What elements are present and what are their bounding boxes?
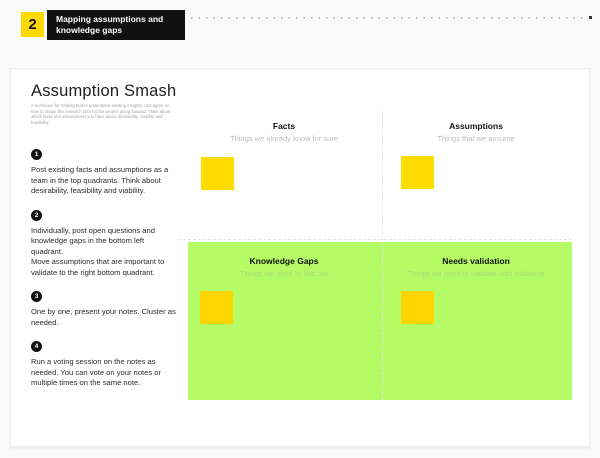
instruction-step-4: 4 Run a voting session on the notes as n… [31, 341, 179, 389]
step-2-text: Individually, post open questions and kn… [31, 225, 165, 277]
quadrant-needs-validation-header: Needs validation Things we need to valid… [380, 256, 572, 278]
step-4-badge: 4 [31, 341, 42, 352]
instruction-step-2: 2 Individually, post open questions and … [31, 209, 179, 279]
quadrant-knowledge-gaps-title: Knowledge Gaps [249, 256, 319, 266]
sticky-note-facts[interactable] [201, 157, 234, 190]
quadrant-board: Facts Things we already know for sure As… [178, 111, 572, 400]
quadrant-assumptions-header: Assumptions Things that we assume [380, 121, 572, 143]
quadrant-facts-subtitle: Things we already know for sure [230, 134, 338, 143]
dotted-separator-end [589, 16, 592, 19]
page-title: Assumption Smash [31, 82, 177, 100]
step-2-badge: 2 [31, 209, 42, 221]
sticky-note-needs-validation[interactable] [401, 291, 434, 324]
quadrant-assumptions-subtitle: Things that we assume [437, 134, 515, 143]
quadrant-knowledge-gaps-header: Knowledge Gaps Things we need to find ou… [188, 256, 380, 278]
instruction-step-1: 1 Post existing facts and assumptions as… [31, 149, 179, 197]
instruction-step-3: 3 One by one, present your notes. Cluste… [31, 291, 179, 328]
worksheet-card: Assumption Smash A technique for helping… [10, 68, 590, 447]
quadrant-assumptions-title: Assumptions [449, 121, 503, 131]
step-1-badge: 1 [31, 149, 42, 160]
sticky-note-assumptions[interactable] [401, 156, 434, 189]
sticky-note-knowledge-gaps[interactable] [200, 291, 233, 324]
quadrant-needs-validation-subtitle: Things we need to validate with evidence [407, 269, 545, 278]
quadrant-facts-header: Facts Things we already know for sure [188, 121, 380, 143]
quadrant-knowledge-gaps-subtitle: Things we need to find out [240, 269, 328, 278]
instructions-list: 1 Post existing facts and assumptions as… [31, 149, 179, 402]
quadrant-needs-validation-title: Needs validation [442, 256, 510, 266]
step-3-text: One by one, present your notes. Cluster … [31, 307, 176, 327]
step-number-badge: 2 [21, 12, 44, 37]
quadrant-facts-title: Facts [272, 121, 296, 131]
banner-title: Mapping assumptions and knowledge gaps [56, 14, 164, 35]
dotted-separator [191, 17, 587, 19]
step-3-badge: 3 [31, 291, 42, 302]
page-description: A technique for helping teams understand… [31, 103, 171, 125]
bottom-quadrants-green-zone [188, 242, 572, 400]
step-4-text: Run a voting session on the notes as nee… [31, 357, 162, 387]
step-1-text: Post existing facts and assumptions as a… [31, 165, 169, 195]
horizontal-dashed-divider [178, 239, 572, 240]
banner-title-box: Mapping assumptions and knowledge gaps [47, 10, 185, 40]
step-number: 2 [28, 16, 37, 33]
vertical-dashed-divider [382, 111, 383, 400]
